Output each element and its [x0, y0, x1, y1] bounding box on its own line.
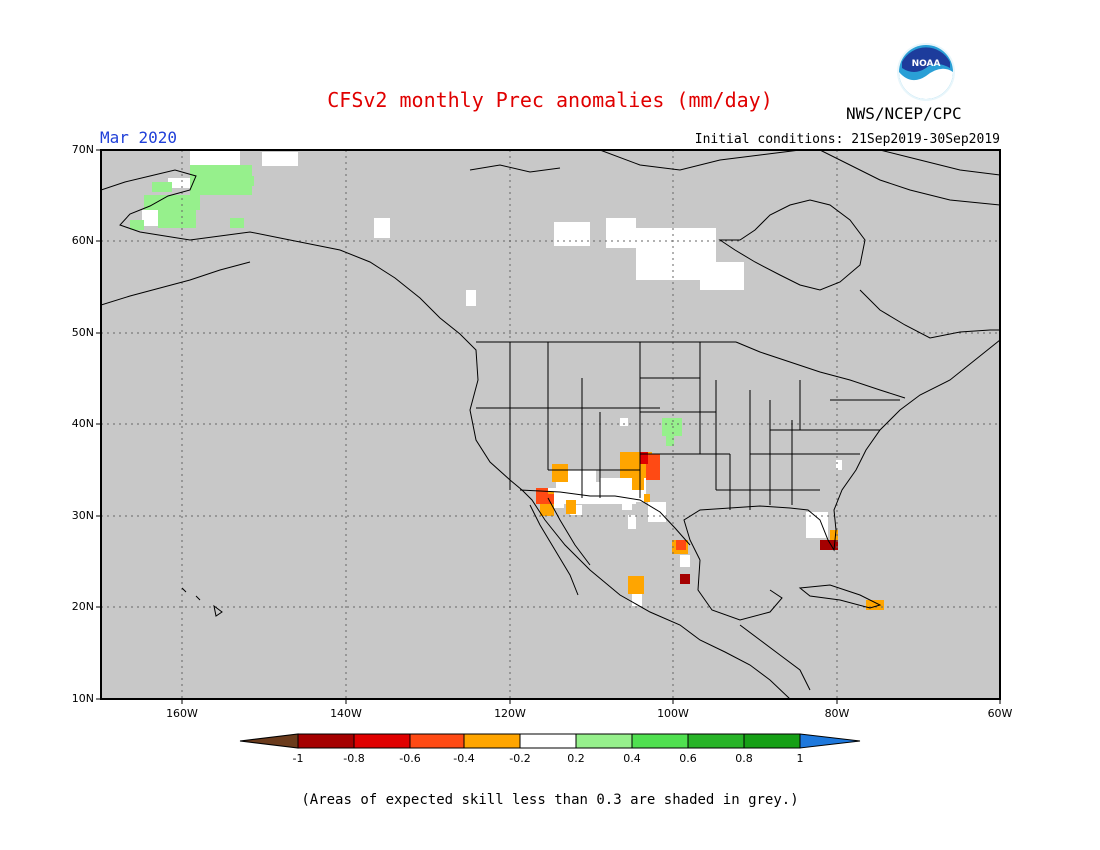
lat-label: 50N	[71, 326, 94, 339]
colorbar-segment	[687, 733, 745, 749]
noaa-logo-text: NOAA	[912, 59, 941, 69]
lon-label: 60W	[987, 707, 1013, 720]
colorbar-tick-label: -0.2	[509, 752, 531, 765]
skill-footnote: (Areas of expected skill less than 0.3 a…	[301, 792, 799, 808]
colorbar-segment	[519, 733, 577, 749]
colorbar-segment	[575, 733, 633, 749]
agency-label: NWS/NCEP/CPC	[846, 104, 962, 123]
lat-label: 40N	[71, 417, 94, 430]
colorbar-tick-label: 0.4	[623, 752, 641, 765]
lon-label: 140W	[330, 707, 362, 720]
colorbar-tick-label: -0.4	[453, 752, 475, 765]
colorbar-segment	[297, 733, 355, 749]
colorbar	[239, 733, 861, 749]
lat-label: 70N	[71, 143, 94, 156]
colorbar-tick-label: 0.2	[567, 752, 585, 765]
colorbar-segment	[631, 733, 689, 749]
colorbar-segment	[743, 733, 801, 749]
colorbar-tick-label: -0.8	[343, 752, 365, 765]
lat-label: 30N	[71, 509, 94, 522]
colorbar-segment	[463, 733, 521, 749]
colorbar-tick-label: 0.6	[679, 752, 697, 765]
lon-label: 80W	[824, 707, 850, 720]
lat-label: 60N	[71, 234, 94, 247]
colorbar-tick-label: 0.8	[735, 752, 753, 765]
positive-anomaly-patches	[130, 165, 682, 446]
coastlines	[101, 150, 1000, 699]
forecast-month-label: Mar 2020	[100, 128, 178, 147]
colorbar-tick-label: -1	[292, 752, 304, 765]
negative-anomaly-red-patches	[536, 452, 838, 584]
map-title: CFSv2 monthly Prec anomalies (mm/day)	[327, 88, 773, 112]
lat-label: 10N	[71, 692, 94, 705]
colorbar-segment	[353, 733, 411, 749]
political-borders	[476, 341, 906, 546]
colorbar-tick-label: -0.6	[399, 752, 421, 765]
neutral-anomaly-patches	[142, 150, 842, 606]
axis-ticks	[96, 149, 1001, 704]
colorbar-segment	[799, 733, 861, 749]
noaa-logo: NOAA	[897, 43, 955, 101]
lon-label: 160W	[166, 707, 198, 720]
lat-label: 20N	[71, 600, 94, 613]
colorbar-segment	[239, 733, 299, 749]
lon-label: 120W	[494, 707, 526, 720]
lon-label: 100W	[657, 707, 689, 720]
lat-lon-grid	[101, 150, 1000, 699]
map-background	[101, 150, 1000, 699]
colorbar-tick-label: 1	[796, 752, 804, 765]
colorbar-segment	[409, 733, 465, 749]
initial-conditions-label: Initial conditions: 21Sep2019-30Sep2019	[694, 132, 1000, 147]
